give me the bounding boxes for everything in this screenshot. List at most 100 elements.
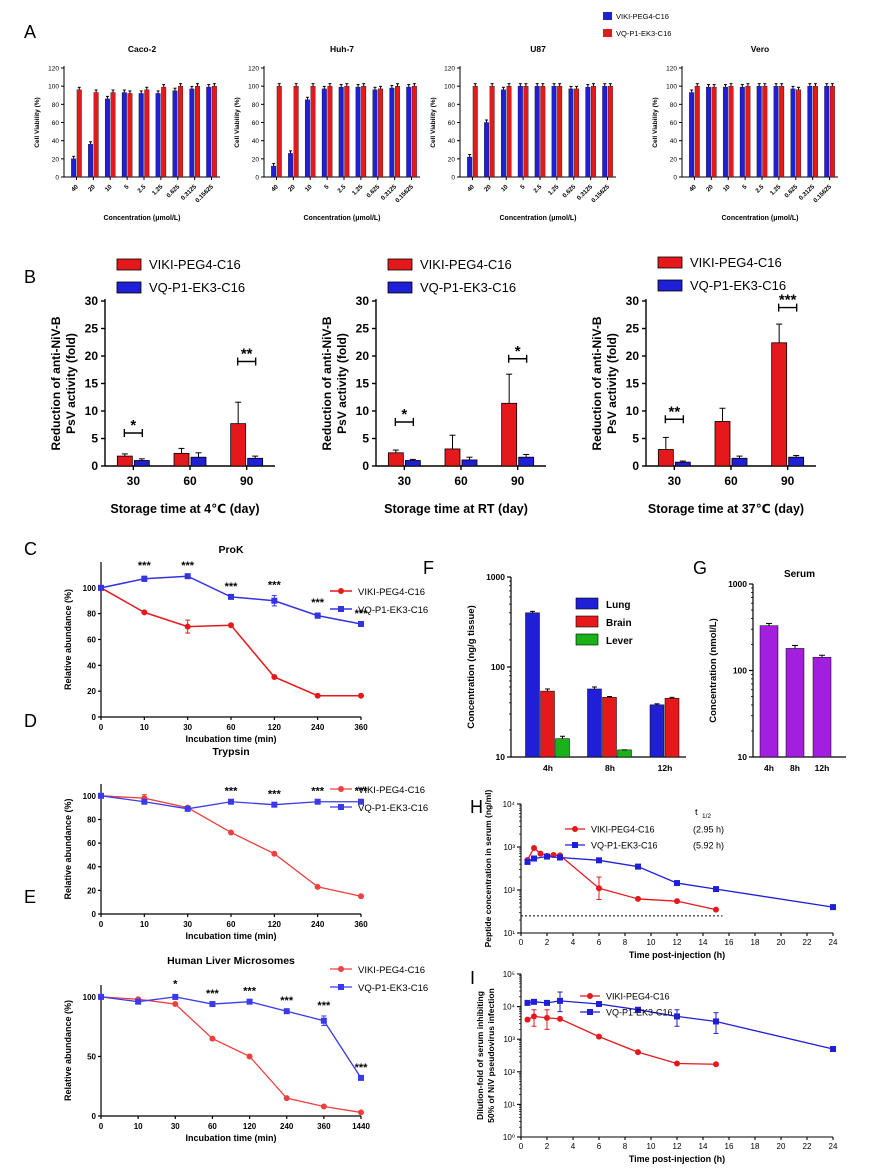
data-point [531, 844, 537, 851]
significance-marker: *** [225, 581, 239, 593]
bar [829, 86, 835, 178]
x-tick-label: 1.25 [351, 183, 365, 197]
y-tick-label: 10⁰ [503, 1133, 515, 1142]
x-axis-label: Storage time at 37℃ (day) [648, 502, 804, 516]
data-point [635, 863, 641, 870]
legend-swatch [657, 279, 683, 292]
y-tick-label: 20 [670, 156, 678, 163]
bar [771, 342, 788, 467]
legend-label: VQ-P1-EK3-C16 [358, 605, 428, 616]
series-line [526, 846, 717, 911]
y-axis-label: Reduction of anti-NiV-B [49, 316, 63, 450]
y-tick-label: 100 [444, 84, 455, 91]
panel-label-f: F [423, 558, 434, 578]
y-tick-label: 15 [626, 377, 640, 391]
y-axis-label: Relative abundance (%) [63, 798, 73, 899]
bar [206, 86, 212, 178]
x-axis-label: Concentration (μmol/L) [104, 215, 181, 222]
bar [88, 144, 93, 178]
y-tick-label: 0 [92, 910, 97, 919]
x-tick-label: 0.15625 [590, 183, 611, 204]
panel-label-b: B [24, 267, 36, 287]
x-tick-label: 24 [829, 1142, 838, 1151]
x-tick-label: 0 [519, 938, 524, 947]
data-point [271, 597, 278, 604]
data-point [531, 855, 537, 862]
x-tick-label: 0 [99, 920, 104, 929]
x-tick-label: 60 [208, 1122, 217, 1131]
y-tick-label: 120 [48, 66, 59, 73]
x-tick-label: 14 [699, 938, 708, 947]
bar [728, 86, 734, 178]
bar [271, 165, 277, 178]
bar [310, 86, 316, 178]
data-point [228, 829, 234, 836]
data-point [358, 621, 364, 627]
bar [501, 402, 518, 467]
y-tick-label: 40 [448, 138, 456, 145]
x-tick-label: 40 [466, 183, 476, 193]
x-axis-label: Time post-injection (h) [629, 1154, 725, 1164]
data-point [635, 895, 641, 902]
bar [602, 86, 608, 178]
data-point [524, 1016, 531, 1023]
bar [525, 612, 540, 758]
y-axis-label: PsV activity (fold) [605, 333, 619, 434]
x-tick-label: 10 [134, 1122, 143, 1131]
data-point [228, 798, 234, 805]
x-tick-label: 1440 [352, 1122, 370, 1131]
x-tick-label: 10 [140, 723, 149, 732]
y-axis-label: Concentration (nmol/L) [708, 618, 719, 723]
legend-swatch [116, 258, 142, 271]
y-tick-label: 10 [85, 404, 99, 418]
bar [304, 99, 310, 178]
data-point [596, 857, 602, 864]
x-tick-label: 10 [304, 183, 314, 193]
bar [230, 423, 247, 467]
x-tick-label: 0 [99, 1122, 104, 1131]
x-tick-label: 30 [183, 920, 192, 929]
data-point [674, 1060, 680, 1067]
significance-marker: *** [355, 608, 369, 620]
legend-marker [338, 984, 344, 990]
x-tick-label: 4 [571, 1142, 576, 1151]
y-tick-label: 10¹ [503, 929, 515, 938]
x-tick-label: 20 [483, 183, 493, 193]
y-axis-label: Relative abundance (%) [63, 1000, 73, 1101]
y-tick-label: 30 [356, 294, 370, 308]
bar [807, 86, 813, 178]
bar [247, 457, 264, 467]
bar [711, 86, 717, 178]
y-tick-label: 40 [87, 863, 96, 872]
x-tick-label: 5 [323, 183, 331, 191]
y-tick-label: 60 [670, 120, 678, 127]
significance-marker: *** [243, 986, 257, 998]
y-tick-label: 5 [362, 432, 369, 446]
bar [378, 88, 384, 178]
y-axis-label: PsV activity (fold) [64, 333, 78, 434]
subplot-title: Huh-7 [330, 44, 354, 54]
bar [472, 86, 478, 178]
y-tick-label: 20 [626, 349, 640, 363]
y-tick-label: 30 [626, 294, 640, 308]
legend-label: VQ-P1-EK3-C16 [616, 29, 671, 38]
legend-swatch [575, 633, 599, 646]
x-tick-label: 60 [454, 474, 468, 488]
y-tick-label: 0 [632, 459, 639, 473]
data-point [283, 1008, 290, 1015]
x-tick-label: 0.15625 [812, 183, 833, 204]
data-point [283, 1095, 290, 1102]
y-tick-label: 60 [52, 120, 60, 127]
y-axis-label: Reduction of anti-NiV-B [320, 316, 334, 450]
x-axis-label: Concentration (μmol/L) [500, 215, 577, 222]
bar [796, 89, 802, 178]
legend-marker [338, 786, 344, 792]
bar [276, 86, 282, 178]
significance-marker: * [515, 343, 521, 360]
bar [551, 86, 557, 178]
y-tick-label: 100 [733, 666, 747, 676]
data-point [98, 792, 104, 799]
bar [722, 86, 728, 178]
panel-label-g: G [693, 558, 707, 578]
